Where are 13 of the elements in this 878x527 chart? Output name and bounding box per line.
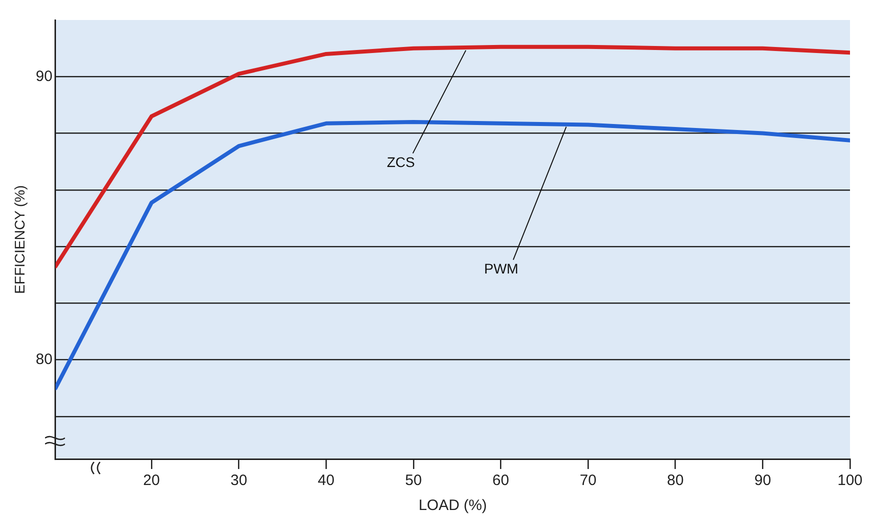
x-tick-label: 20 bbox=[143, 472, 160, 490]
annotation: PWM bbox=[484, 260, 518, 277]
y-axis-title: EFFICIENCY (%) bbox=[11, 185, 28, 294]
annotation: ZCS bbox=[386, 154, 415, 170]
x-tick-label: 60 bbox=[492, 472, 510, 490]
x-tick-label: 50 bbox=[405, 472, 422, 490]
x-tick-label: 70 bbox=[580, 472, 596, 490]
x-tick-label: 30 bbox=[230, 472, 248, 490]
x-tick-label: 100 bbox=[837, 472, 863, 490]
x-tick-label: 40 bbox=[318, 472, 334, 490]
x-axis-title: LOAD (%) bbox=[418, 497, 487, 514]
x-tick-label: 90 bbox=[754, 472, 772, 490]
x-tick-label: 80 bbox=[667, 472, 684, 490]
